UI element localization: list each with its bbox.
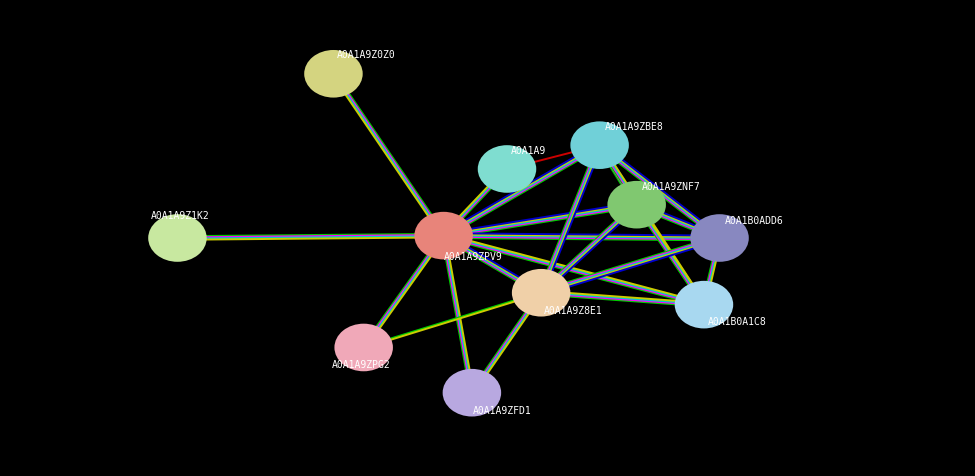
Text: A0A1B0A1C8: A0A1B0A1C8 bbox=[708, 317, 766, 327]
Ellipse shape bbox=[443, 369, 501, 416]
Text: A0A1A9Z1K2: A0A1A9Z1K2 bbox=[151, 211, 210, 221]
Text: A0A1A9ZBE8: A0A1A9ZBE8 bbox=[604, 122, 663, 132]
Text: A0A1A9: A0A1A9 bbox=[511, 146, 546, 156]
Ellipse shape bbox=[478, 145, 536, 193]
Ellipse shape bbox=[675, 281, 733, 328]
Text: A0A1A9ZNF7: A0A1A9ZNF7 bbox=[642, 182, 700, 192]
Ellipse shape bbox=[512, 269, 570, 317]
Ellipse shape bbox=[334, 324, 393, 371]
Ellipse shape bbox=[414, 212, 473, 259]
Ellipse shape bbox=[690, 214, 749, 262]
Text: A0A1A9Z0Z0: A0A1A9Z0Z0 bbox=[336, 50, 395, 60]
Ellipse shape bbox=[304, 50, 363, 98]
Text: A0A1A9Z8E1: A0A1A9Z8E1 bbox=[544, 306, 603, 316]
Ellipse shape bbox=[570, 121, 629, 169]
Text: A0A1B0ADD6: A0A1B0ADD6 bbox=[724, 216, 783, 226]
Text: A0A1A9ZPG2: A0A1A9ZPG2 bbox=[332, 360, 390, 370]
Ellipse shape bbox=[148, 214, 207, 262]
Text: A0A1A9ZPV9: A0A1A9ZPV9 bbox=[444, 252, 502, 262]
Text: A0A1A9ZFD1: A0A1A9ZFD1 bbox=[473, 406, 531, 416]
Ellipse shape bbox=[607, 181, 666, 228]
